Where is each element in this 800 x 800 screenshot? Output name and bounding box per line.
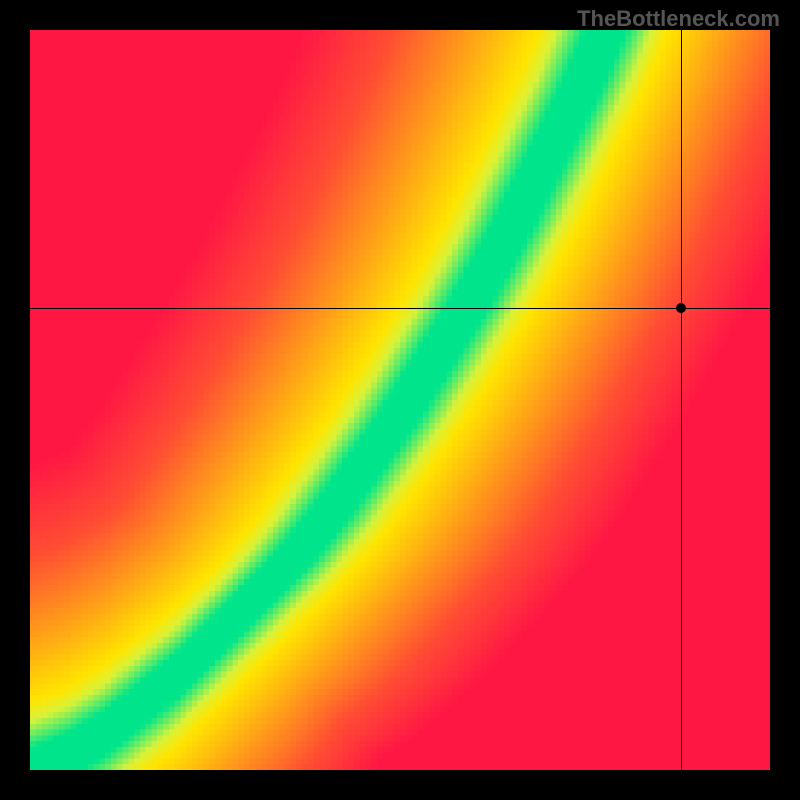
watermark-text: TheBottleneck.com xyxy=(577,6,780,32)
crosshair-horizontal xyxy=(30,308,770,309)
bottleneck-heatmap xyxy=(30,30,770,770)
plot-area xyxy=(30,30,770,770)
crosshair-vertical xyxy=(681,30,682,770)
crosshair-marker[interactable] xyxy=(676,303,686,313)
